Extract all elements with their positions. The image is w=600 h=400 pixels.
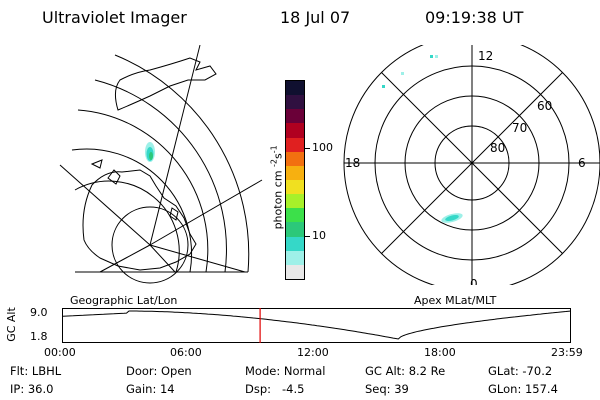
lat-circle [71,148,193,273]
xtick-2359: 23:59 [551,346,583,359]
aurora-emission-apex [382,55,463,223]
time-label: 09:19:38 UT [425,8,524,27]
altitude-curve [62,310,572,340]
altitude-ylabel: GC Alt [4,307,18,342]
colorbar-segment [286,81,304,96]
colorbar-unit-label: photon cm -2s-1 [269,145,285,230]
colorbar-segment [286,208,304,223]
gain-info: Gain: 14 [126,382,175,396]
colorbar-segment [286,222,304,237]
colorbar-tick [305,236,310,237]
lat-label-60: 60 [537,99,552,113]
colorbar-segment [286,95,304,110]
colorbar-segment [286,236,304,251]
ip-info: IP: 36.0 [10,382,54,396]
geographic-label: Geographic Lat/Lon [70,294,178,307]
glon-info: GLon: 157.4 [488,382,558,396]
coastlines [82,57,217,271]
colorbar-segment [286,109,304,124]
glat-info: GLat: -70.2 [488,364,553,378]
colorbar-tick [305,148,310,149]
colorbar-segment [286,264,304,279]
altitude-ytick-low: 1.8 [30,330,48,343]
lat-circle-outer [114,54,250,273]
altitude-plot [62,308,572,343]
xtick-0000: 00:00 [44,346,76,359]
colorbar [285,80,305,280]
geographic-map [59,45,263,284]
mlt-label-12: 12 [478,49,493,63]
colorbar-segment [286,151,304,166]
mlt-label-6: 6 [578,156,586,170]
dsp-info: Dsp: -4.5 [245,382,305,396]
filter-info: Flt: LBHL [10,364,62,378]
apex-polar-plot: 12 18 6 0 60 70 80 [343,45,600,285]
colorbar-tick-label: 10 [312,229,326,242]
lat-label-70: 70 [512,121,527,135]
xtick-1200: 12:00 [297,346,329,359]
colorbar-segment [286,250,304,265]
colorbar-segment [286,194,304,209]
colorbar-segment [286,123,304,138]
colorbar-tick-label: 100 [312,141,333,154]
lat-label-80: 80 [490,141,505,155]
door-info: Door: Open [126,364,192,378]
mlt-label-18: 18 [345,156,360,170]
mode-info: Mode: Normal [245,364,326,378]
lat-circle [74,180,180,273]
seq-info: Seq: 39 [365,382,409,396]
date-label: 18 Jul 07 [280,8,351,27]
altitude-ytick-high: 9.0 [30,306,48,319]
gcalt-info: GC Alt: 8.2 Re [365,364,446,378]
xtick-0600: 06:00 [170,346,202,359]
lat-circle [94,79,227,273]
lat-circle [77,109,209,273]
xtick-1800: 18:00 [424,346,456,359]
lat-circle-inner [111,206,189,284]
colorbar-segment [286,165,304,181]
mlt-label-0: 0 [470,277,478,285]
aurora-emission-geo [145,142,155,162]
colorbar-segment [286,137,304,152]
colorbar-segment [286,180,304,195]
instrument-title: Ultraviolet Imager [42,8,187,27]
apex-label: Apex MLat/MLT [414,294,497,307]
